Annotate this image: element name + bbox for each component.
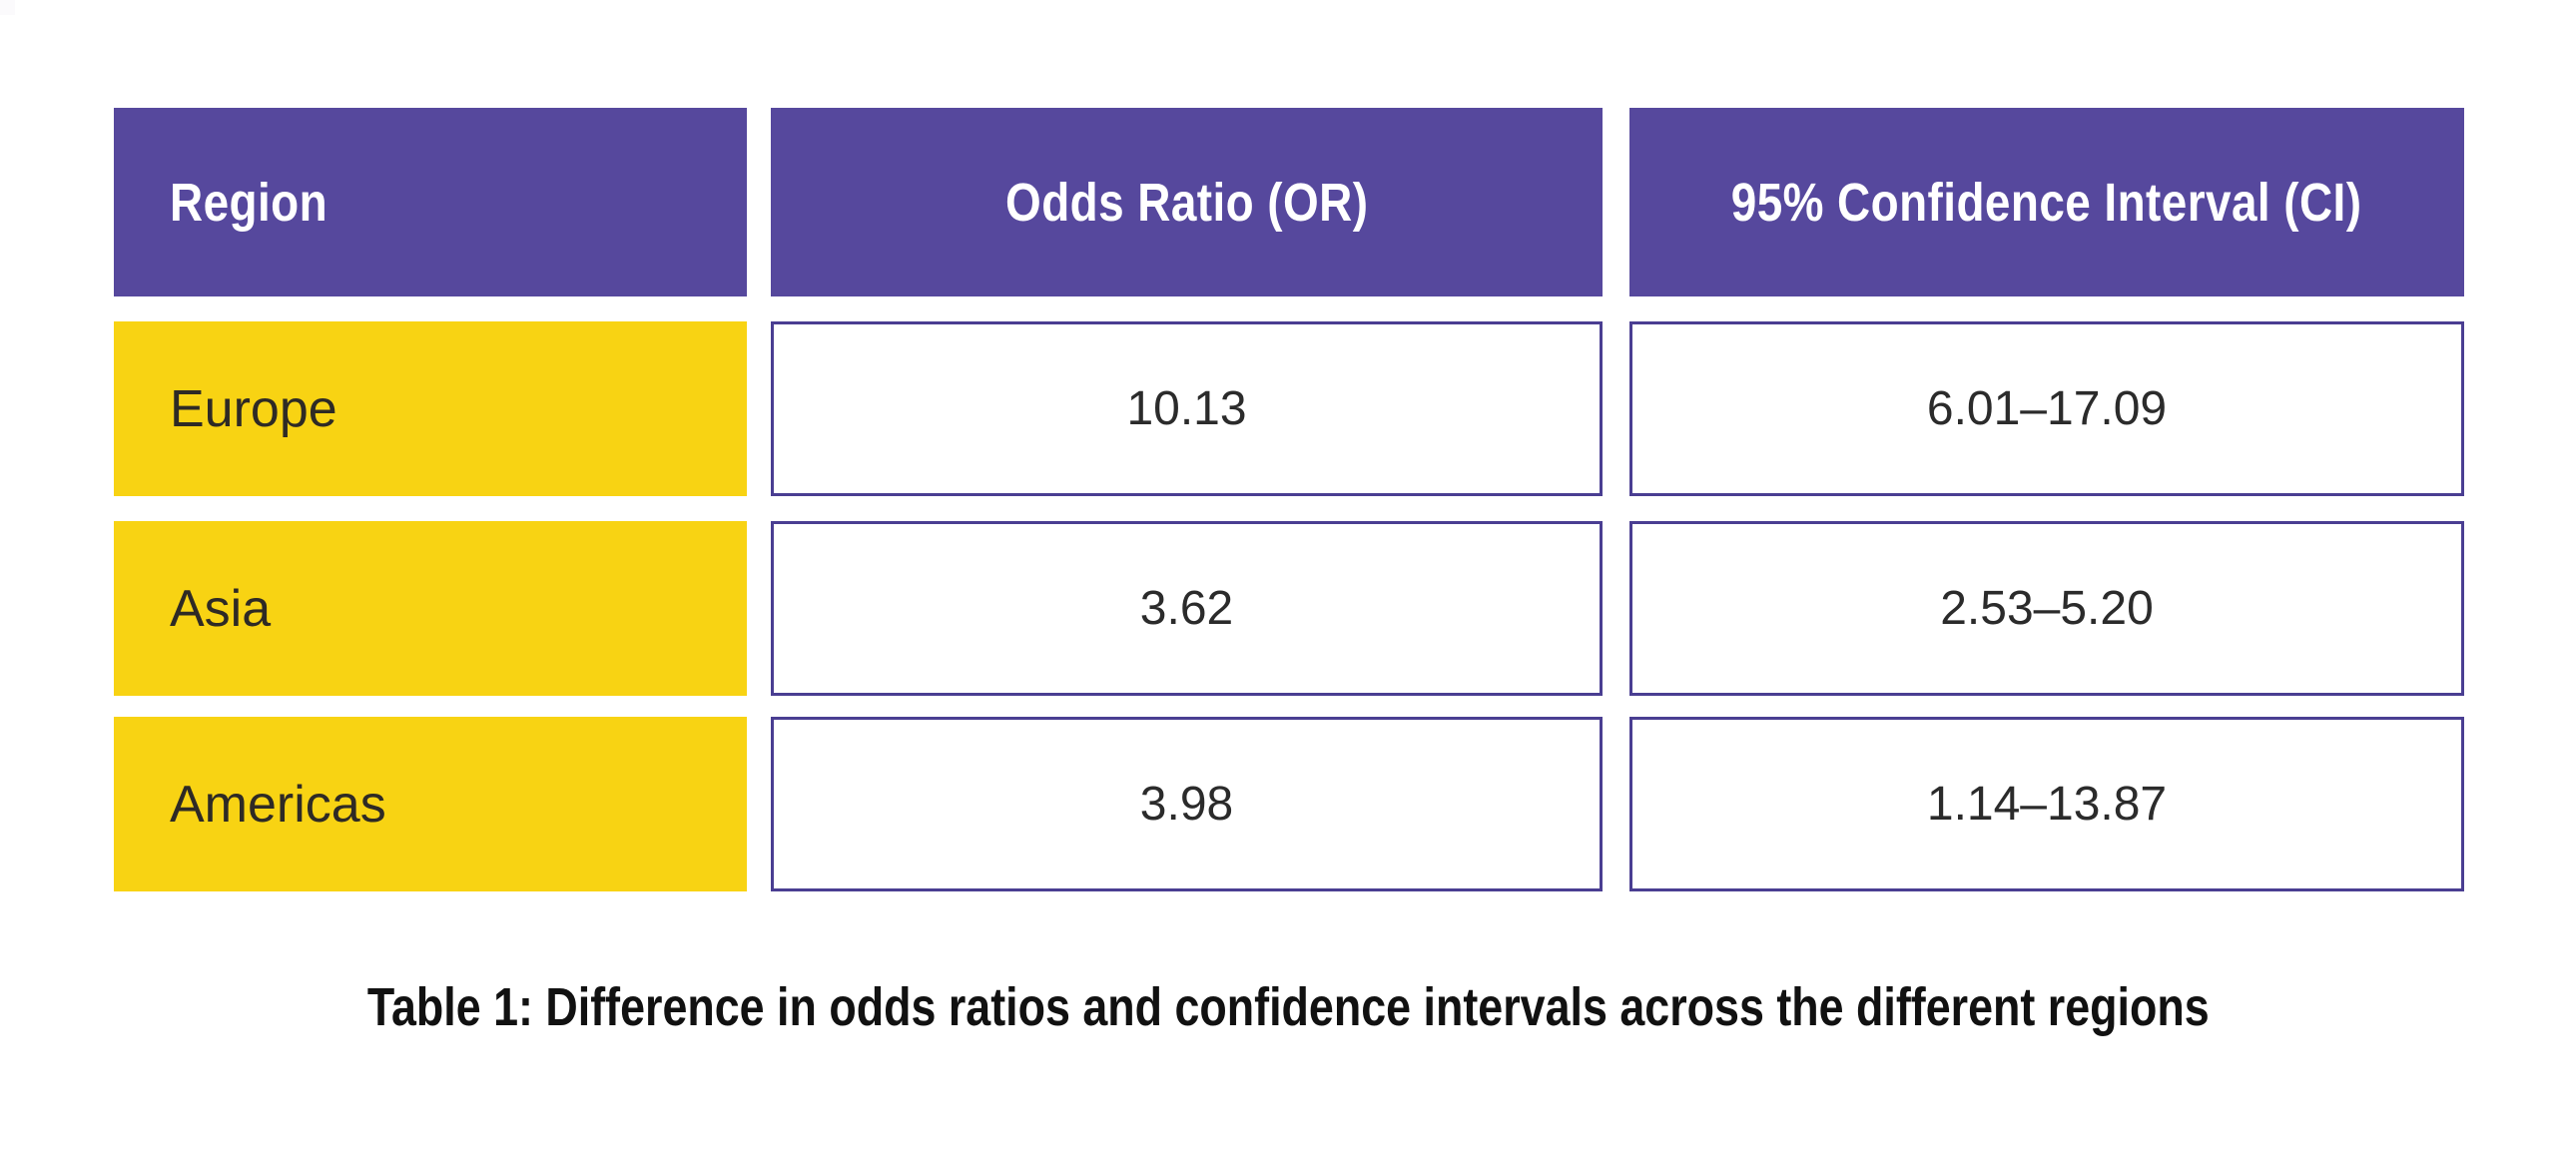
table-header-region-label: Region [170,172,328,233]
table-row-europe-odds-ratio-cell: 10.13 [771,321,1603,496]
region-label-americas: Americas [170,775,386,834]
confidence-interval-value-americas: 1.14–13.87 [1926,778,2168,831]
table-header-region: Region [114,108,747,296]
table-header-odds-ratio: Odds Ratio (OR) [771,108,1603,296]
table-row-asia-confidence-interval-cell: 2.53–5.20 [1629,521,2464,696]
region-label-asia: Asia [170,579,272,638]
confidence-interval-value-asia: 2.53–5.20 [1940,582,2154,635]
table-caption: Table 1: Difference in odds ratios and c… [0,974,2576,1042]
table-row-americas-confidence-interval-cell: 1.14–13.87 [1629,717,2464,891]
table-row-europe-region-cell: Europe [114,321,747,496]
corner-decoration-square [0,0,15,15]
odds-ratio-value-europe: 10.13 [1126,382,1247,435]
odds-ratio-value-americas: 3.98 [1139,778,1234,831]
table-row-americas-odds-ratio-cell: 3.98 [771,717,1603,891]
region-label-europe: Europe [170,379,337,438]
odds-ratio-value-asia: 3.62 [1139,582,1234,635]
confidence-interval-value-europe: 6.01–17.09 [1926,382,2168,435]
table-header-odds-ratio-label: Odds Ratio (OR) [1004,172,1369,233]
table-header-confidence-interval: 95% Confidence Interval (CI) [1629,108,2464,296]
table-row-asia-odds-ratio-cell: 3.62 [771,521,1603,696]
table-header-confidence-interval-label: 95% Confidence Interval (CI) [1731,172,2362,233]
table-caption-text: Table 1: Difference in odds ratios and c… [366,977,2210,1037]
table-row-europe-confidence-interval-cell: 6.01–17.09 [1629,321,2464,496]
table-row-americas-region-cell: Americas [114,717,747,891]
table-row-asia-region-cell: Asia [114,521,747,696]
